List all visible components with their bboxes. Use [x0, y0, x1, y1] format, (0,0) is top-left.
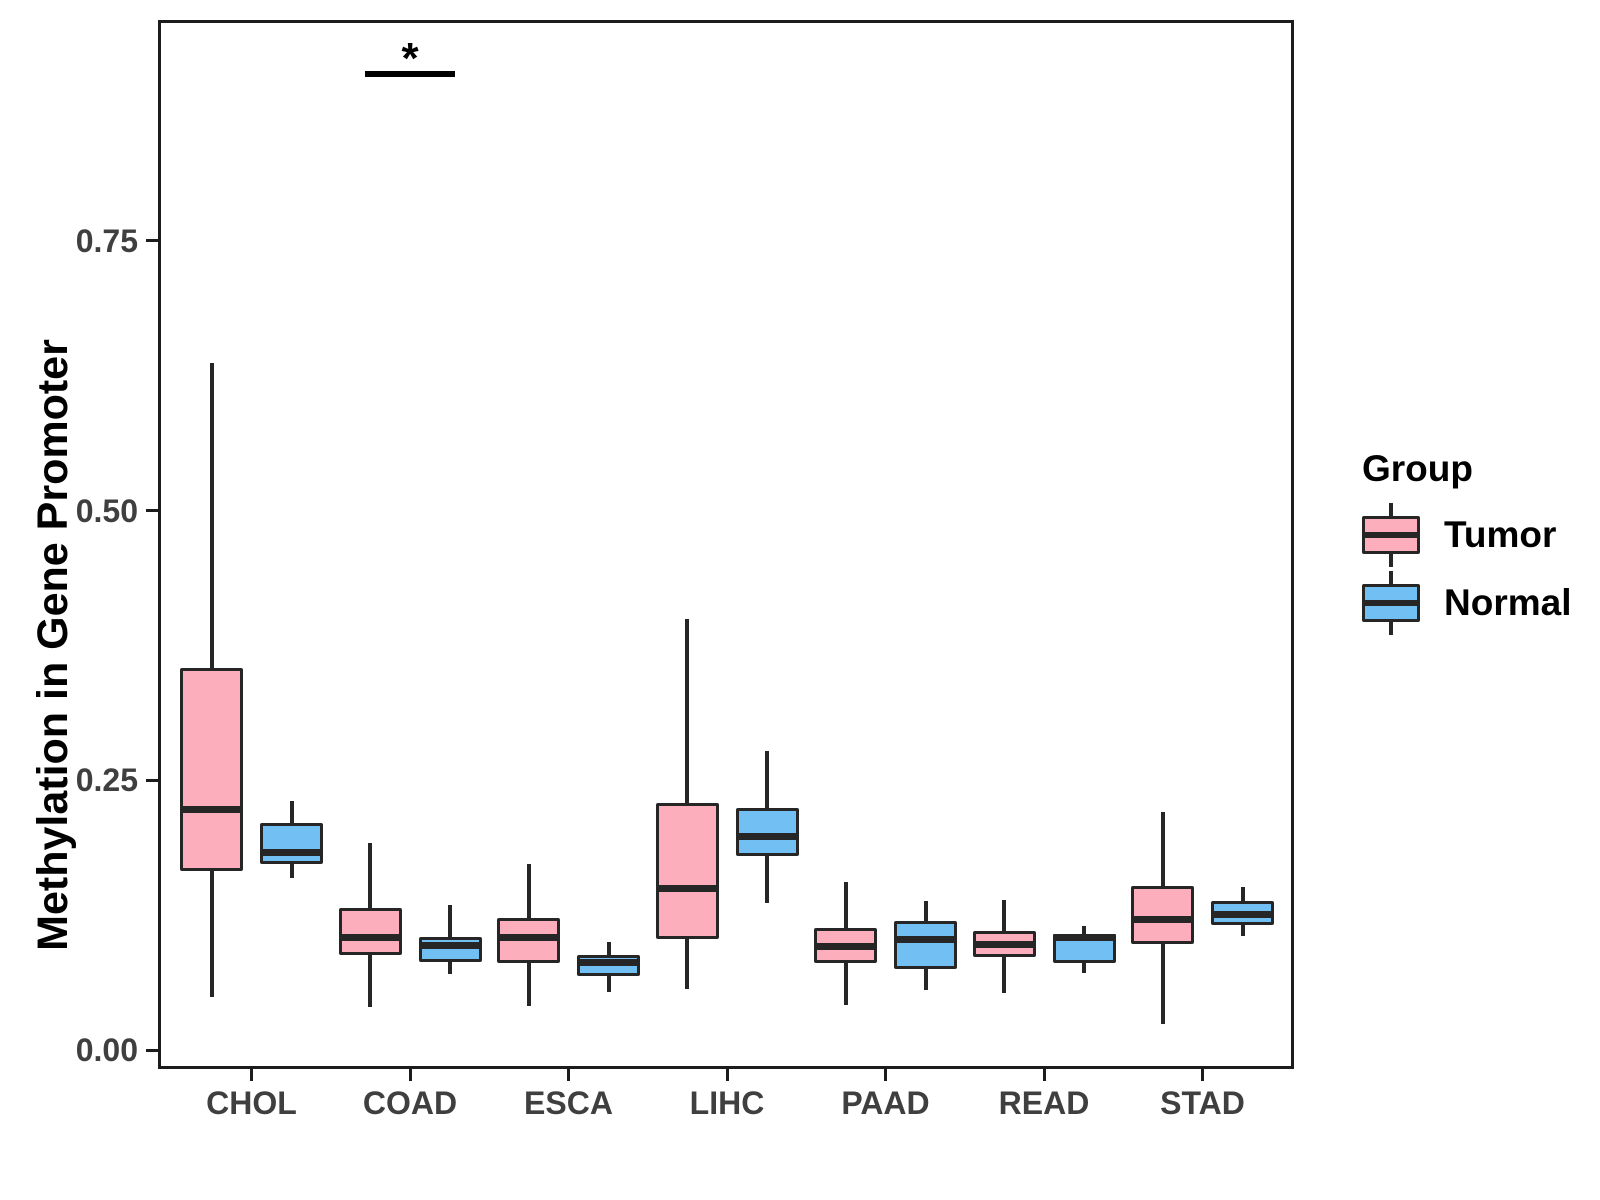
tumor-boxplot-icon [1362, 503, 1420, 567]
boxplot-box [260, 823, 323, 865]
boxplot-median [338, 934, 402, 942]
x-category-label: STAD [1160, 1085, 1245, 1121]
boxplot-box [1131, 886, 1194, 945]
boxplot-median [1211, 910, 1274, 918]
boxplot-median [418, 941, 482, 949]
y-tick-label: 0.75 [75, 222, 138, 259]
boxplot-median [735, 832, 799, 840]
significance-bar [365, 70, 455, 77]
y-axis-tick [146, 778, 158, 782]
x-axis-tick [725, 1068, 729, 1081]
y-tick-label: 0.50 [75, 492, 138, 529]
x-axis-tick [250, 1068, 253, 1081]
legend-entry-normal: Normal [1362, 571, 1592, 635]
x-axis-tick [567, 1068, 570, 1081]
legend-entry-tumor: Tumor [1362, 503, 1592, 567]
y-axis-tick [146, 509, 158, 513]
y-tick-label: 0.00 [75, 1032, 138, 1068]
y-axis-tick [146, 1048, 158, 1052]
boxplot-median [260, 849, 323, 857]
x-category-label: LIHC [689, 1085, 765, 1121]
boxplot-median [497, 934, 560, 942]
x-category-label: COAD [362, 1085, 458, 1121]
boxplot-box [655, 802, 719, 939]
x-category-label: PAAD [841, 1085, 930, 1121]
x-axis-tick [408, 1068, 412, 1081]
legend-label-tumor: Tumor [1444, 514, 1557, 555]
x-category-label: ESCA [524, 1085, 613, 1121]
boxplot-median [577, 959, 640, 967]
plot-panel [158, 20, 1294, 1069]
legend: Group Tumor Normal [1362, 447, 1592, 639]
y-tick-label: 0.25 [75, 762, 138, 799]
y-axis-tick [146, 239, 158, 243]
boxplot-box [735, 808, 799, 856]
boxplot-median [972, 940, 1036, 948]
tumor-glyph-median [1362, 532, 1420, 538]
boxplot-median [1131, 915, 1194, 923]
legend-title: Group [1362, 448, 1473, 489]
legend-label-normal: Normal [1444, 582, 1572, 623]
normal-boxplot-icon [1362, 571, 1420, 635]
x-axis-tick [884, 1068, 887, 1081]
normal-glyph-median [1362, 600, 1420, 606]
boxplot-median [814, 942, 877, 950]
boxplot-box [338, 907, 402, 956]
boxplot-box [180, 668, 243, 871]
boxplot-box [418, 936, 482, 962]
boxplot-box [894, 920, 957, 970]
x-category-label: CHOL [206, 1085, 297, 1121]
boxplot-median [1052, 934, 1116, 942]
x-axis-tick [1201, 1068, 1204, 1081]
x-axis-tick [1042, 1068, 1046, 1081]
boxplot-median [655, 884, 719, 892]
boxplot-median [894, 936, 957, 944]
x-category-label: READ [998, 1085, 1090, 1121]
significance-asterisk: * [401, 33, 419, 83]
boxplot-median [180, 805, 243, 813]
